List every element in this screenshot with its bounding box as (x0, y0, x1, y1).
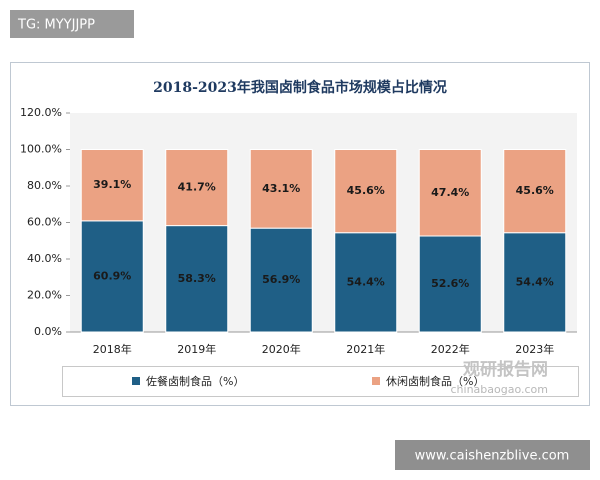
y-tick-label: 20.0% (27, 289, 62, 302)
bar-segment (334, 149, 398, 234)
data-label: 60.9% (93, 269, 131, 282)
bar-segment (334, 232, 398, 333)
data-label: 41.7% (178, 181, 216, 194)
plot-area (70, 113, 577, 332)
x-tick-label: 2021年 (346, 342, 385, 356)
site-text: www.caishenzblive.com (415, 449, 570, 464)
data-label: 54.4% (516, 275, 554, 288)
y-tick-label: 0.0% (34, 325, 62, 338)
tag-text: TG: MYYJJPP (17, 18, 95, 33)
x-tick-label: 2023年 (515, 342, 554, 356)
legend-frame (62, 366, 579, 397)
data-label: 47.4% (431, 186, 469, 199)
legend-swatch (132, 377, 140, 385)
bar-segment (418, 235, 482, 333)
legend-label: 佐餐卤制食品（%） (146, 374, 244, 388)
bar-segment (418, 149, 482, 237)
watermark: 观研报告网 (462, 359, 548, 380)
data-label: 52.6% (431, 277, 469, 290)
bar-segment (80, 149, 144, 222)
data-label: 54.4% (347, 275, 385, 288)
legend-label: 休闲卤制食品（%） (386, 374, 484, 388)
data-label: 56.9% (262, 273, 300, 286)
bar-segment (80, 220, 144, 333)
watermark-url: chinabaogao.com (451, 383, 549, 396)
y-tick-label: 80.0% (27, 179, 62, 192)
data-label: 45.6% (516, 184, 554, 197)
y-tick-label: 120.0% (20, 106, 62, 119)
y-tick-label: 100.0% (20, 143, 62, 156)
x-tick-label: 2018年 (93, 342, 132, 356)
data-label: 58.3% (178, 272, 216, 285)
bar-segment (249, 227, 313, 333)
y-tick-label: 60.0% (27, 216, 62, 229)
data-label: 45.6% (347, 184, 385, 197)
x-tick-label: 2019年 (177, 342, 216, 356)
site-box (395, 440, 590, 470)
bar-segment (165, 149, 229, 227)
chart-title: 2018-2023年我国卤制食品市场规模占比情况 (153, 79, 447, 96)
bar-segment (165, 225, 229, 333)
x-tick-label: 2022年 (431, 342, 470, 356)
data-label: 39.1% (93, 178, 131, 191)
tag-box (10, 10, 134, 38)
data-label: 43.1% (262, 182, 300, 195)
x-tick-label: 2020年 (262, 342, 301, 356)
bar-segment (249, 149, 313, 229)
legend-swatch (372, 377, 380, 385)
bar-segment (503, 149, 567, 234)
y-tick-label: 40.0% (27, 252, 62, 265)
